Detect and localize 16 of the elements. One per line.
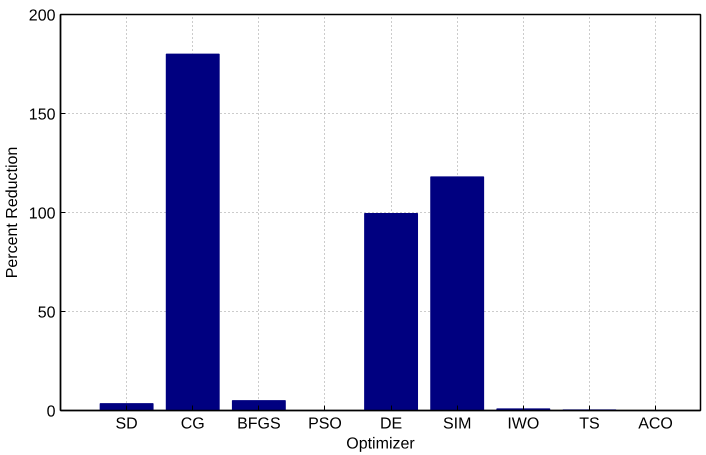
x-tick-label: ACO	[638, 416, 673, 432]
y-tick-label: 0	[46, 404, 56, 420]
x-tick-label: CG	[180, 416, 205, 432]
x-tick-label: IWO	[507, 416, 540, 432]
x-tick-label: DE	[380, 416, 402, 432]
x-axis-title: Optimizer	[346, 436, 416, 452]
x-tick-label: PSO	[308, 416, 342, 432]
x-tick-label: TS	[579, 416, 600, 432]
x-tick-label: BFGS	[237, 416, 281, 432]
y-tick-label: 200	[28, 8, 56, 24]
y-tick-label: 100	[28, 206, 56, 222]
y-tick-label: 50	[38, 304, 56, 322]
x-tick-label: SIM	[442, 416, 472, 432]
x-tick-label: SD	[116, 416, 138, 432]
y-tick-label: 150	[28, 106, 56, 124]
y-axis-title: Percent Reduction	[4, 146, 21, 278]
